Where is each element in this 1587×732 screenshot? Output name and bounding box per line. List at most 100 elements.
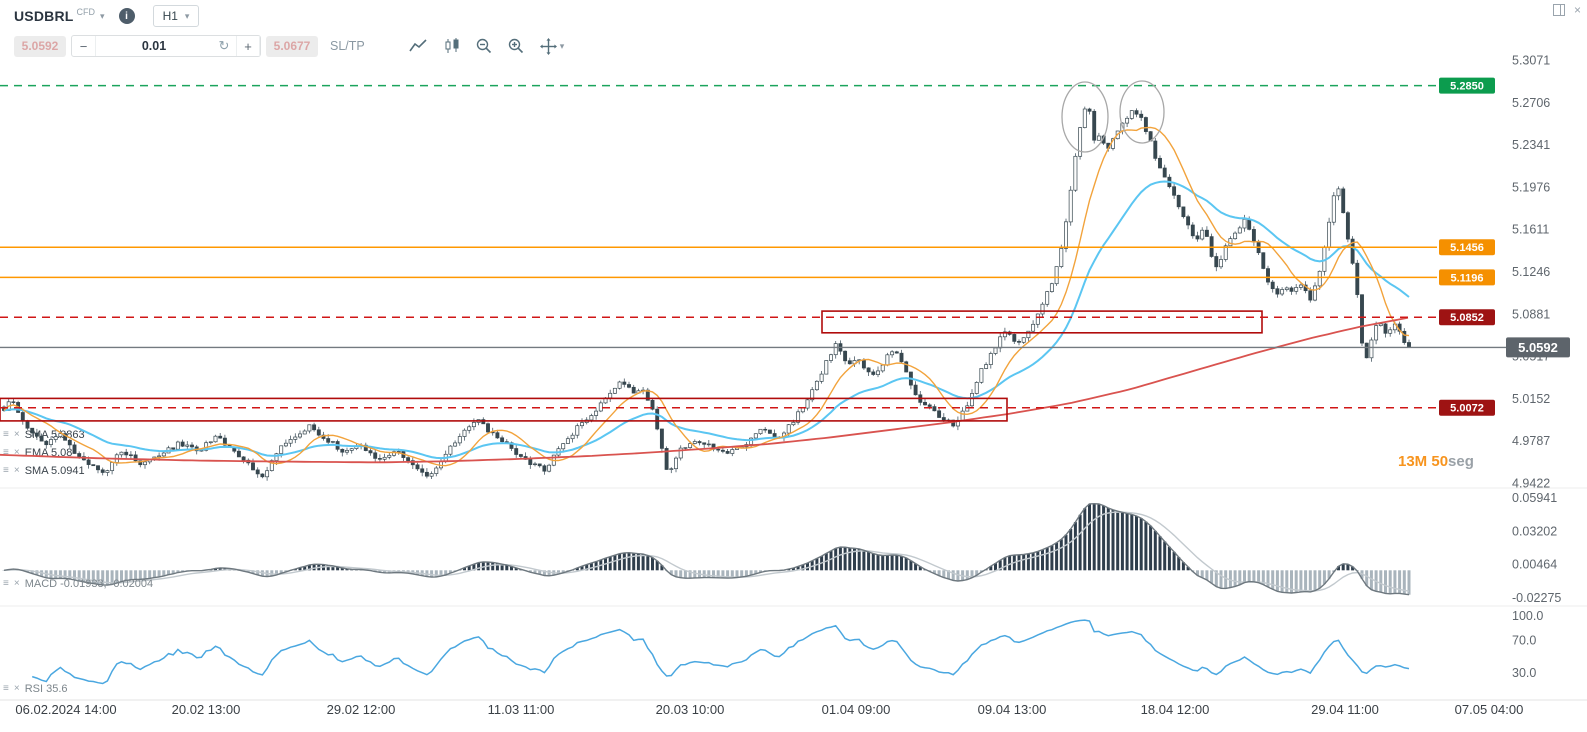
axis-label: 0.03202	[1512, 524, 1557, 538]
lvl-label: 5.0852	[1450, 312, 1484, 324]
chart-area: ≡ × SMA 5.0863 ≡ × EMA 5.08 ≡ × SMA 5.09…	[0, 55, 1587, 732]
axis-label: 100.0	[1512, 609, 1543, 623]
axis-label: 5.3071	[1512, 55, 1550, 68]
chevron-down-icon[interactable]: ▾	[100, 10, 105, 21]
trade-toolbar: 5.0592 − 0.01 ↻ + 5.0677 SL/TP ▾	[0, 31, 564, 61]
zoom-out-icon[interactable]	[476, 38, 492, 54]
axis-label: 5.0152	[1512, 392, 1550, 406]
price-level-tag	[1439, 239, 1495, 256]
lvl-label: 5.2850	[1450, 81, 1484, 93]
time-axis-label: 06.02.2024 14:00	[15, 702, 117, 717]
price-zone-box[interactable]	[0, 397, 1008, 422]
axis-label: 5.0881	[1512, 307, 1550, 321]
menu-icon[interactable]: ≡	[3, 465, 9, 476]
price-level-tag	[1439, 77, 1495, 94]
macd-signal-line	[3, 511, 1410, 592]
panel-icon[interactable]	[1552, 4, 1565, 16]
macd-legend: ≡ × MACD -0.01933, -0.02004	[3, 578, 153, 590]
indicator-label: SMA 5.0941	[24, 465, 85, 477]
time-axis-label: 20.02 13:00	[171, 702, 241, 717]
trendline-tool-icon[interactable]	[409, 38, 428, 54]
time-axis-label: 20.03 10:00	[655, 702, 725, 717]
macd-line	[3, 502, 1410, 596]
chart-tools: ▾	[409, 37, 565, 55]
time-axis: 06.02.2024 14:00 20.02 13:00 29.02 12:00 11…	[0, 702, 1587, 724]
time-axis-label: 29.04 11:00	[1311, 702, 1379, 717]
menu-icon[interactable]: ≡	[3, 578, 9, 589]
candles-layer	[2, 106, 1411, 481]
timeframe-value: H1	[162, 9, 178, 23]
volume-input[interactable]: 0.01	[141, 39, 167, 53]
close-icon[interactable]: ×	[1573, 3, 1581, 17]
volume-decrease-button[interactable]: −	[72, 36, 96, 56]
volume-stepper: − 0.01 ↻ +	[71, 35, 261, 57]
axis-label: 5.1611	[1512, 223, 1549, 237]
price-zone-box[interactable]	[821, 310, 1263, 334]
menu-icon[interactable]: ≡	[3, 429, 9, 440]
macd-histogram	[2, 503, 1411, 595]
chart-canvas[interactable]: 5.2850 5.1456 5.1196 5.0852 5.0072 5.3071 5.27…	[0, 55, 1587, 732]
price-level-tag	[1439, 269, 1495, 286]
sma-fast-line[interactable]	[3, 126, 1410, 467]
zoom-in-icon[interactable]	[508, 38, 524, 54]
time-axis-label: 09.04 13:00	[977, 702, 1047, 717]
info-icon[interactable]: i	[118, 8, 135, 24]
chevron-down-icon: ▾	[184, 10, 190, 21]
instrument-type-badge: CFD	[76, 7, 96, 17]
time-axis-label: 01.04 09:00	[821, 702, 891, 717]
refresh-icon[interactable]: ↻	[218, 38, 230, 53]
volume-increase-button[interactable]: +	[236, 36, 260, 56]
lvl-label: 5.0072	[1450, 403, 1484, 415]
axis-label: 5.2341	[1512, 138, 1550, 152]
sltp-label[interactable]: SL/TP	[330, 39, 365, 53]
lvl-label: 5.1196	[1450, 272, 1483, 284]
timer-value: 13M 50	[1398, 453, 1449, 470]
close-icon[interactable]: ×	[13, 578, 20, 589]
candlestick-type-icon[interactable]	[444, 38, 460, 54]
cur-label: 5.0592	[1518, 340, 1558, 355]
close-icon[interactable]: ×	[13, 429, 20, 440]
chevron-down-icon: ▾	[559, 40, 565, 51]
axis-label: 4.9787	[1512, 434, 1550, 448]
timeframe-dropdown[interactable]: H1 ▾	[152, 5, 200, 27]
close-icon[interactable]: ×	[13, 465, 20, 476]
price-level-tag	[1439, 399, 1495, 416]
price-level-tag	[1439, 309, 1495, 326]
macd-values: MACD -0.01933, -0.02004	[24, 578, 154, 590]
close-icon[interactable]: ×	[13, 447, 20, 458]
time-axis-label: 07.05 04:00	[1454, 702, 1524, 717]
pattern-ellipse[interactable]	[1061, 81, 1109, 153]
axis-label: 0.05941	[1512, 491, 1557, 505]
pattern-ellipse[interactable]	[1119, 80, 1165, 144]
axis-label: 4.9422	[1512, 477, 1550, 491]
timer-unit: seg	[1448, 453, 1474, 470]
menu-icon[interactable]: ≡	[3, 683, 9, 694]
axis-label: -0.02275	[1512, 591, 1561, 605]
time-axis-label: 11.03 11:00	[487, 702, 555, 717]
lvl-label: 5.1456	[1450, 242, 1484, 254]
axis-label: 5.1976	[1512, 180, 1550, 194]
menu-icon[interactable]: ≡	[3, 447, 9, 458]
ema-line[interactable]	[3, 180, 1410, 460]
rsi-value: RSI 35.6	[24, 683, 68, 695]
axis-label: 0.00464	[1512, 558, 1557, 572]
pan-tool-icon[interactable]: ▾	[539, 37, 565, 55]
close-icon[interactable]: ×	[13, 683, 20, 694]
rsi-line	[31, 619, 1410, 685]
sell-button[interactable]: 5.0592	[14, 35, 66, 57]
current-price-tag	[1506, 337, 1570, 358]
axis-label: 70.0	[1512, 633, 1536, 647]
candle-countdown-timer: 13M 50seg	[1398, 453, 1474, 470]
axis-label: 30.0	[1512, 666, 1536, 680]
time-axis-label: 29.02 12:00	[326, 702, 396, 717]
sma-slow-line[interactable]	[0, 316, 1409, 464]
axis-label: 5.2706	[1512, 96, 1550, 110]
symbol-name[interactable]: USDBRL	[14, 8, 74, 24]
buy-button[interactable]: 5.0677	[266, 35, 318, 57]
window-controls: ×	[1552, 3, 1581, 17]
instrument-header: USDBRL CFD ▾ i H1 ▾	[0, 0, 1587, 32]
indicator-legend-sma-slow: ≡ × SMA 5.0941	[3, 465, 85, 477]
rsi-legend: ≡ × RSI 35.6	[3, 683, 68, 695]
axis-label: 5.1246	[1512, 265, 1550, 279]
time-axis-label: 18.04 12:00	[1140, 702, 1210, 717]
